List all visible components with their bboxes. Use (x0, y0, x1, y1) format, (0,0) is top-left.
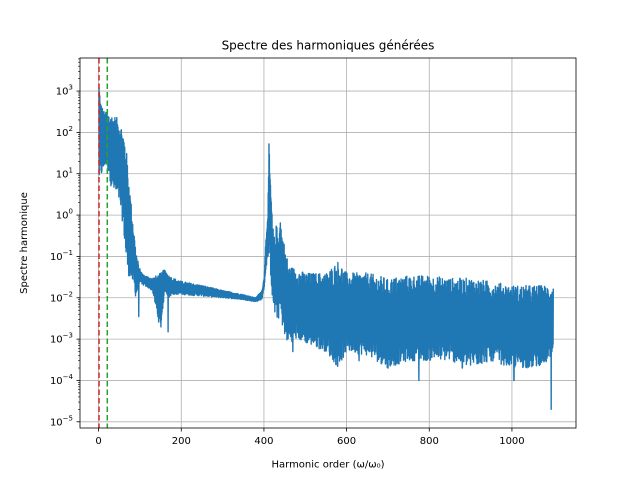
vline-layer (98, 58, 109, 428)
y-tick-label: 10−2 (50, 290, 73, 304)
x-tick-label: 200 (172, 436, 191, 447)
x-axis-ticks: 0 200 400 600 800 1000 (95, 428, 525, 447)
y-tick-label: 10−4 (50, 373, 74, 387)
chart-title: Spectre des harmoniques générées (222, 39, 435, 53)
y-tick-label: 102 (56, 125, 73, 139)
y-tick-label: 103 (56, 84, 73, 98)
series-layer (98, 87, 554, 411)
axes-frame (79, 57, 577, 429)
spectrum-series-line (98, 87, 554, 411)
x-tick-label: 0 (95, 436, 101, 447)
x-tick-label: 600 (337, 436, 356, 447)
y-axis-ticks: 10−5 10−4 10−3 10−2 10−1 100 101 102 103 (50, 58, 80, 428)
x-tick-label: 1000 (499, 436, 524, 447)
grid-lines (80, 58, 576, 428)
y-tick-label: 100 (56, 208, 73, 222)
x-tick-label: 400 (254, 436, 273, 447)
y-tick-label: 10−1 (50, 249, 73, 263)
y-tick-label: 10−3 (50, 332, 73, 346)
x-tick-label: 800 (420, 436, 439, 447)
x-axis-label: Harmonic order (ω/ω₀) (271, 460, 384, 471)
y-axis-label: Spectre harmonique (19, 192, 30, 294)
y-tick-label: 10−5 (50, 414, 73, 428)
plot-area (98, 58, 554, 428)
y-tick-label: 101 (56, 166, 73, 180)
